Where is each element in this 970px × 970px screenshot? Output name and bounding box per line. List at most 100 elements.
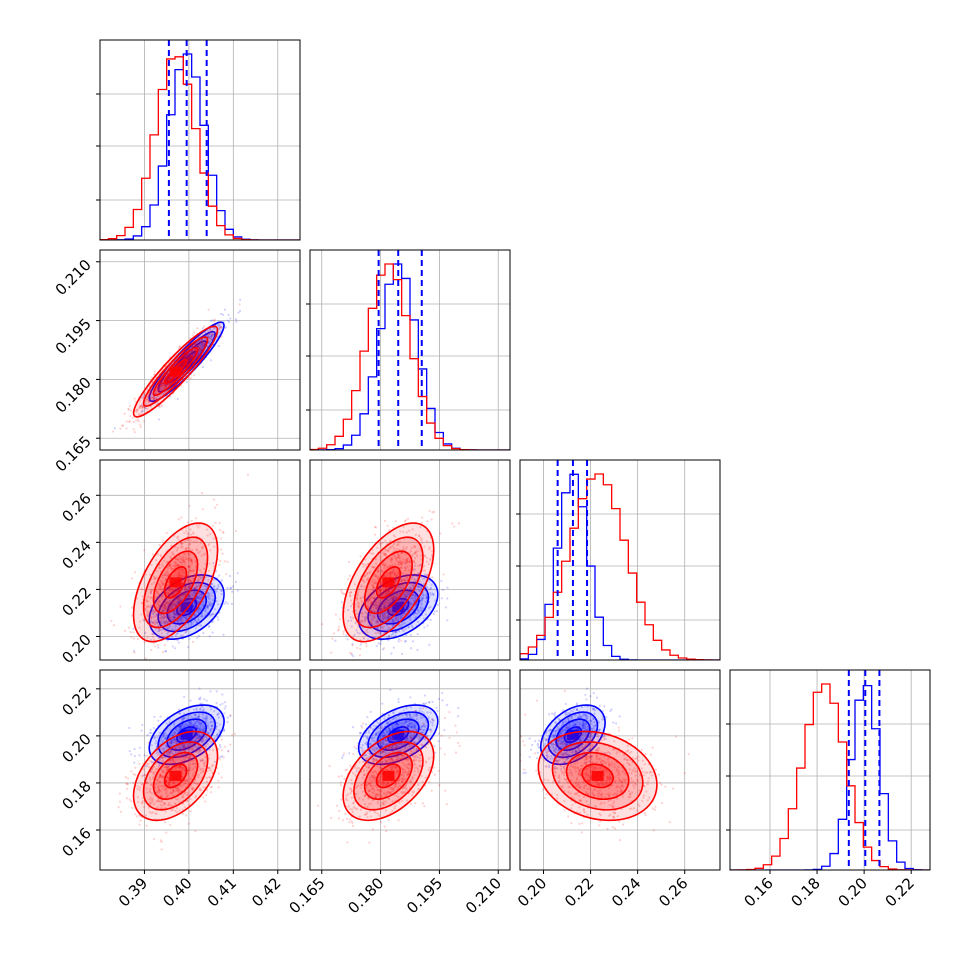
scatter-point: [201, 342, 204, 345]
scatter-point: [404, 593, 407, 597]
scatter-point: [200, 345, 203, 349]
scatter-point: [174, 634, 178, 637]
scatter-point: [161, 590, 164, 593]
scatter-point: [162, 616, 165, 619]
scatter-point: [379, 607, 382, 611]
scatter-point: [345, 634, 348, 637]
scatter-point: [216, 335, 219, 339]
panel-2-0: [99, 459, 301, 661]
scatter-point: [193, 587, 196, 590]
scatter-point: [189, 595, 192, 598]
scatter-point: [152, 642, 156, 645]
scatter-point: [377, 622, 380, 625]
scatter-point: [397, 617, 400, 620]
scatter-point: [180, 362, 183, 365]
scatter-point: [168, 599, 172, 602]
scatter-point: [160, 618, 163, 622]
scatter-point: [220, 589, 223, 592]
scatter-point: [182, 361, 186, 365]
scatter-point: [211, 333, 214, 336]
scatter-point: [190, 589, 194, 592]
scatter-point: [385, 604, 389, 607]
scatter-point: [391, 596, 395, 599]
scatter-point: [208, 635, 211, 638]
scatter-point: [189, 559, 192, 562]
scatter-point: [197, 584, 200, 587]
scatter-point: [207, 335, 211, 338]
scatter-point: [210, 338, 213, 341]
scatter-point: [212, 561, 215, 565]
scatter-point: [149, 615, 152, 618]
scatter-point: [406, 592, 409, 595]
scatter-point: [188, 543, 191, 546]
scatter-point: [185, 380, 188, 384]
scatter-point: [129, 409, 133, 412]
scatter-point: [165, 586, 168, 589]
scatter-point: [219, 325, 222, 329]
scatter-point: [175, 637, 179, 640]
scatter-point: [186, 574, 190, 577]
scatter-point: [176, 564, 179, 568]
scatter-point: [161, 379, 164, 382]
scatter-point: [155, 403, 158, 406]
scatter-point: [177, 600, 180, 603]
scatter-point: [446, 619, 449, 622]
scatter-point: [192, 540, 195, 543]
scatter-point: [396, 592, 399, 595]
scatter-point: [409, 634, 412, 637]
scatter-point: [154, 628, 157, 631]
scatter-point: [181, 555, 184, 558]
scatter-point: [176, 621, 180, 624]
scatter-point: [189, 565, 192, 568]
scatter-point: [140, 403, 144, 407]
scatter-point: [340, 589, 343, 592]
scatter-point: [208, 542, 211, 546]
scatter-point: [413, 594, 417, 597]
scatter-point: [223, 308, 227, 311]
scatter-point: [165, 606, 168, 609]
scatter-point: [193, 590, 196, 594]
scatter-point: [395, 579, 398, 582]
scatter-point: [119, 427, 122, 430]
scatter-point: [207, 569, 210, 572]
scatter-point: [404, 640, 407, 643]
scatter-point: [208, 336, 211, 339]
scatter-point: [187, 532, 190, 535]
scatter-point: [195, 615, 198, 619]
scatter-point: [160, 382, 163, 385]
scatter-point: [175, 632, 178, 636]
scatter-point: [201, 327, 204, 330]
scatter-point: [187, 559, 190, 562]
scatter-point: [340, 601, 343, 604]
scatter-point: [166, 622, 169, 625]
scatter-point: [173, 591, 176, 594]
scatter-point: [158, 600, 161, 603]
scatter-point: [110, 452, 112, 454]
scatter-point: [203, 337, 206, 341]
scatter-point: [208, 600, 211, 603]
scatter-point: [167, 592, 170, 595]
scatter-point: [160, 555, 163, 558]
scatter-point: [161, 601, 165, 604]
scatter-point: [190, 377, 193, 380]
scatter-point: [150, 376, 153, 379]
scatter-point: [195, 541, 198, 544]
scatter-point: [190, 579, 193, 582]
scatter-point: [184, 355, 187, 358]
scatter-point: [176, 588, 179, 591]
scatter-point: [420, 521, 424, 524]
scatter-point: [204, 609, 207, 612]
scatter-point: [187, 557, 191, 560]
scatter-point: [181, 362, 185, 366]
scatter-point: [201, 589, 204, 592]
scatter-point: [201, 600, 204, 604]
scatter-point: [200, 546, 203, 549]
scatter-point: [212, 564, 216, 568]
scatter-point: [160, 632, 164, 635]
scatter-point: [191, 350, 194, 353]
scatter-point: [173, 615, 176, 618]
scatter-point: [162, 386, 165, 389]
scatter-point: [164, 605, 167, 609]
scatter-point: [185, 626, 188, 629]
scatter-point: [417, 589, 420, 592]
